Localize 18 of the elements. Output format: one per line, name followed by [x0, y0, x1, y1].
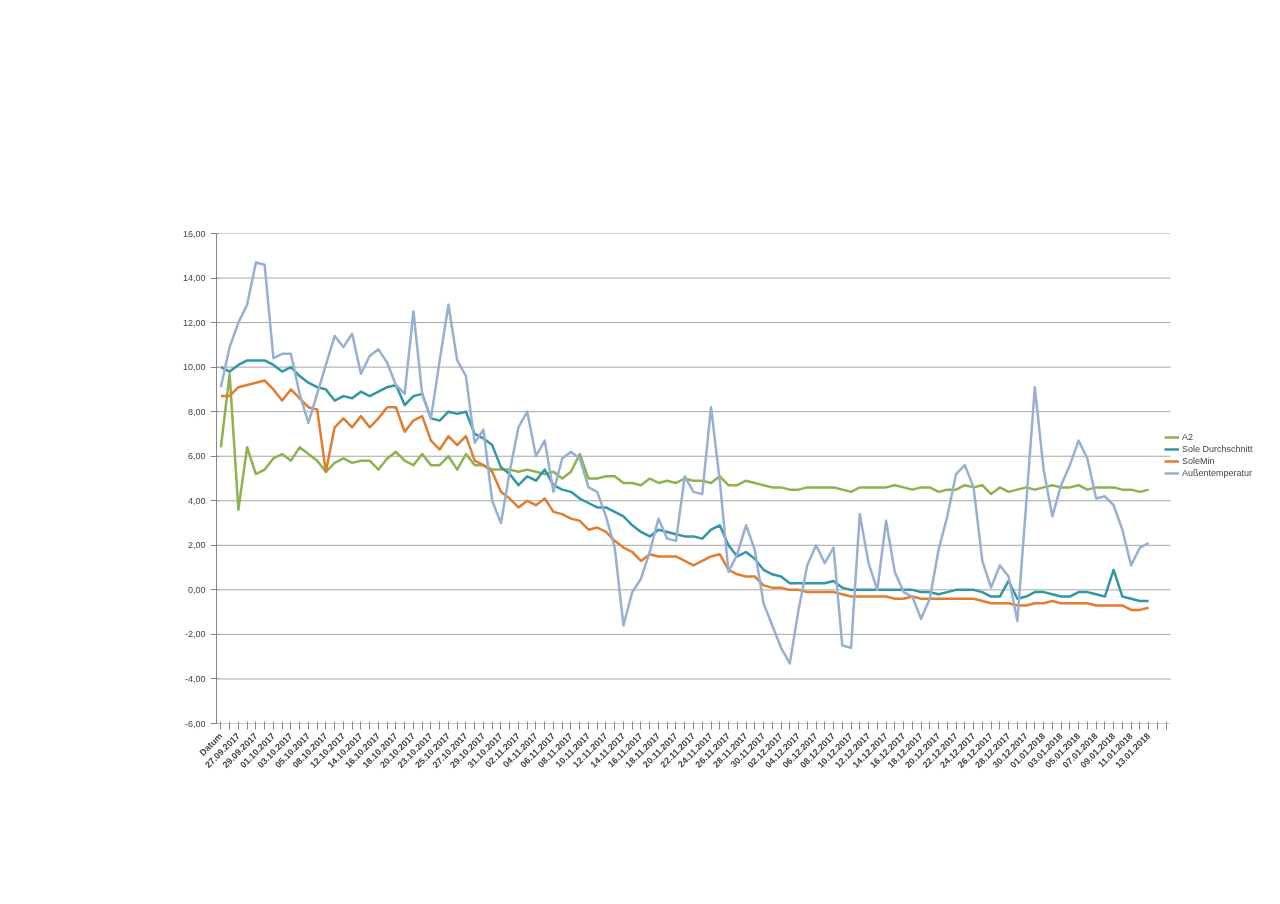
- legend-label: Außentemperatur: [1182, 468, 1253, 478]
- line-series: [219, 261, 1150, 665]
- y-tick-label: 2,00: [187, 540, 206, 551]
- legend-label: Sole Durchschnitt: [1182, 444, 1253, 454]
- y-tick-label: -6,00: [184, 718, 206, 729]
- y-tick-label: 10,00: [182, 362, 206, 373]
- y-tick-label: 16,00: [182, 228, 206, 239]
- legend-label: SoleMin: [1182, 456, 1215, 466]
- y-tick-label: -2,00: [184, 629, 206, 640]
- legend-label: A2: [1182, 432, 1194, 442]
- y-tick-label: 4,00: [187, 495, 206, 506]
- y-tick-label: 8,00: [187, 406, 206, 417]
- y-tick-label: 6,00: [187, 451, 206, 462]
- y-tick-label: 0,00: [187, 584, 206, 595]
- y-tick-label: 12,00: [182, 317, 206, 328]
- line-series: [219, 372, 1150, 511]
- y-tick-label: -4,00: [184, 673, 206, 684]
- y-tick-label: 14,00: [182, 273, 206, 284]
